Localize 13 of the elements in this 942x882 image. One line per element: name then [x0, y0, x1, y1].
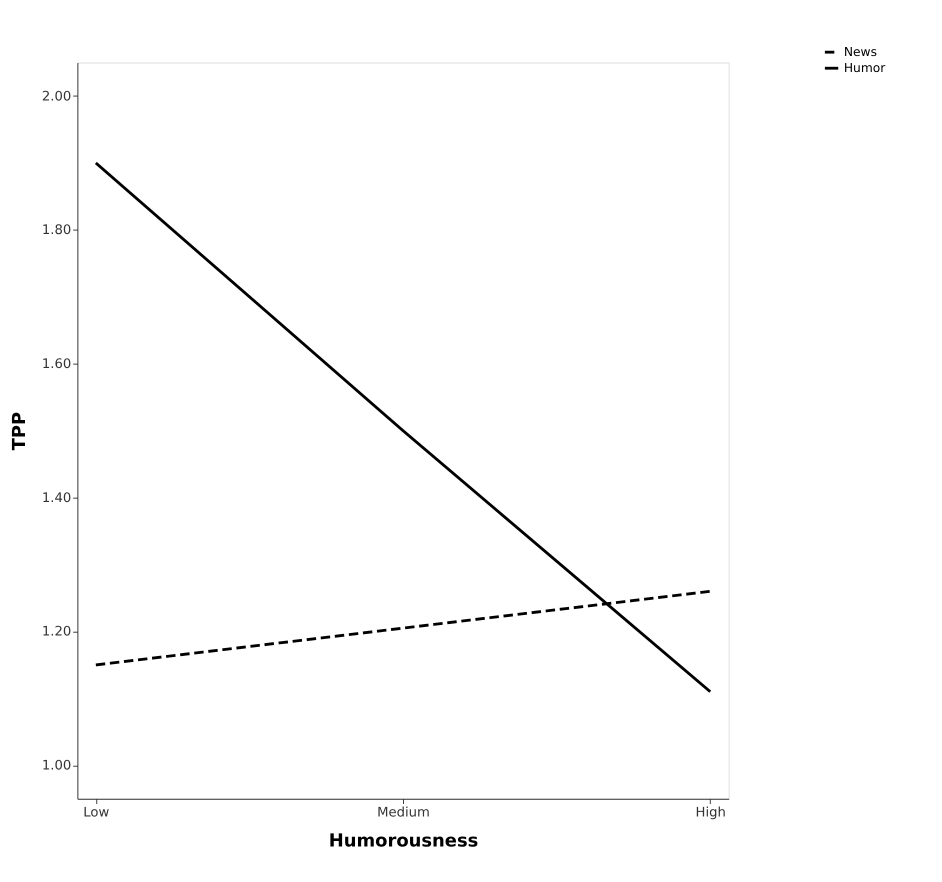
y-tick-label: 1.40	[42, 490, 72, 506]
y-tick-label: 1.80	[42, 223, 72, 238]
y-tick-label: 2.00	[42, 89, 72, 104]
legend-label: Humor	[844, 60, 886, 75]
x-tick-label: Low	[83, 805, 110, 820]
y-tick-label: 1.20	[42, 624, 72, 640]
x-tick-label: High	[696, 805, 726, 820]
y-tick-label: 1.00	[42, 758, 72, 774]
legend-label: News	[844, 44, 877, 59]
x-axis-title: Humorousness	[328, 830, 478, 852]
y-axis-title: TPP	[8, 412, 30, 450]
x-tick-label: Medium	[377, 805, 430, 820]
y-tick-label: 1.60	[42, 356, 72, 372]
